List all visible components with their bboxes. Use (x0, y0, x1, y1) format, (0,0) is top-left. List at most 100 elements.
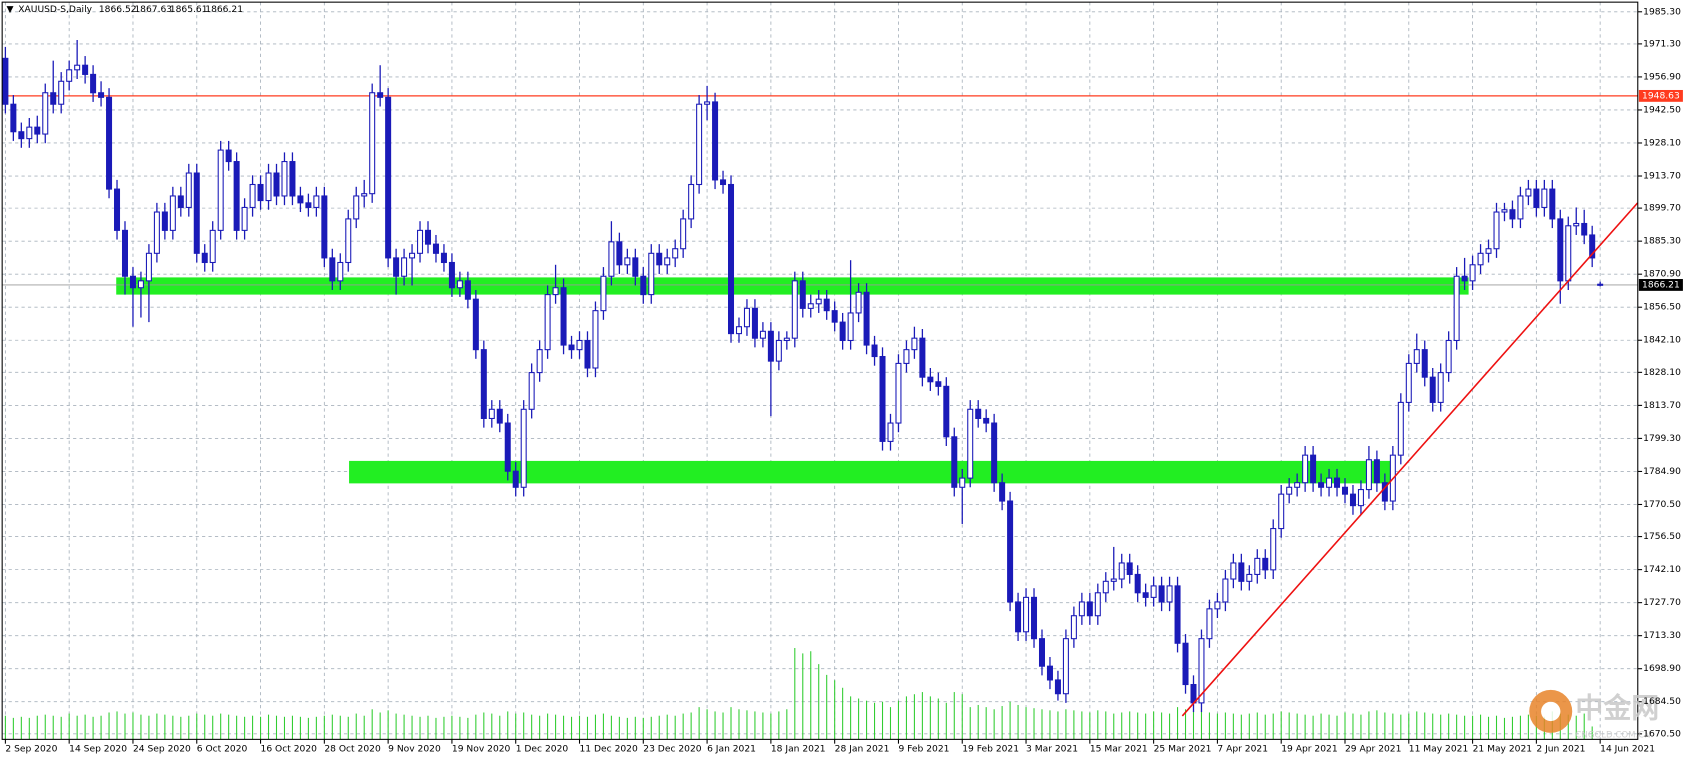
volume-bar (451, 715, 453, 740)
y-tick-label: 1698.90 (1643, 664, 1681, 674)
candle-body (1565, 225, 1572, 282)
candle-body (456, 280, 463, 289)
candle-body (26, 126, 33, 140)
volume-bar (602, 713, 604, 740)
volume-bar (1456, 714, 1458, 740)
candle-body (520, 408, 527, 488)
close-value: 1866.21 (205, 5, 243, 15)
y-tick-label: 1742.10 (1643, 565, 1681, 575)
candle-body (735, 326, 742, 335)
volume-bar (1256, 712, 1258, 740)
y-tick-label: 1956.90 (1643, 72, 1681, 82)
candle-body (257, 183, 264, 202)
volume-bar (1272, 713, 1274, 740)
volume-bar (1248, 713, 1250, 740)
volume-bar (443, 716, 445, 740)
candle-body (1445, 339, 1452, 374)
volume-bar (84, 714, 86, 740)
volume-bar (228, 714, 230, 740)
x-tick-label: 28 Jan 2021 (835, 745, 890, 755)
candle-body (472, 298, 479, 351)
volume-bar (1113, 713, 1115, 740)
volume-bar (722, 712, 724, 740)
x-tick-label: 16 Oct 2020 (261, 745, 318, 755)
volume-bar (1025, 707, 1027, 740)
candle-body (759, 330, 766, 339)
candle-body (648, 252, 655, 296)
volume-bar (1296, 713, 1298, 740)
candle-body (887, 422, 894, 442)
candle-body (991, 422, 998, 484)
volume-bar (363, 715, 365, 740)
volume-bar (1145, 713, 1147, 740)
candle-body (480, 349, 487, 420)
candle-body (656, 252, 663, 266)
volume-bar (1448, 713, 1450, 740)
volume-bar (331, 714, 333, 740)
volume-bar (961, 694, 963, 740)
candle-body (1150, 585, 1157, 598)
volume-bar (132, 712, 134, 740)
candle-body (664, 257, 671, 266)
y-tick-label: 1985.30 (1643, 7, 1681, 17)
candle-body (432, 243, 439, 254)
y-tick-label: 1971.30 (1643, 39, 1681, 49)
volume-bar (1081, 711, 1083, 740)
volume-bar (1527, 714, 1529, 740)
y-tick-label: 1684.50 (1643, 697, 1681, 707)
volume-bar (754, 711, 756, 740)
candle-body (361, 193, 368, 197)
candle-body (552, 287, 559, 296)
volume-bar (826, 674, 828, 740)
volume-bar (156, 713, 158, 740)
volume-bar (1161, 712, 1163, 740)
candle-body (775, 339, 782, 362)
y-tick-label: 1928.10 (1643, 138, 1681, 148)
volume-bar (76, 715, 78, 740)
candle-body (767, 330, 774, 362)
volume-bar (1192, 710, 1195, 740)
candle-body (1349, 493, 1356, 507)
volume-bar (148, 715, 150, 740)
candle-body (592, 310, 599, 369)
volume-bar (1440, 714, 1442, 740)
volume-bar (730, 707, 732, 740)
candle-body (704, 101, 711, 105)
volume-bar (1001, 706, 1003, 740)
resistance-tag (1638, 89, 1683, 102)
candle-body (1230, 562, 1237, 580)
candle-body (536, 349, 543, 374)
volume-bar (531, 714, 533, 740)
x-tick-label: 15 Mar 2021 (1090, 745, 1148, 755)
candle-body (1246, 573, 1253, 582)
volume-bar (1280, 711, 1282, 740)
y-tick-label: 1799.30 (1643, 434, 1681, 444)
candle-body (153, 211, 160, 254)
candle-body (640, 275, 647, 296)
volume-bar (1495, 715, 1498, 740)
volume-bar (985, 707, 987, 740)
volume-bar (1177, 707, 1179, 740)
volume-bar (1033, 708, 1035, 740)
candle-body (1206, 608, 1213, 640)
candle-body (169, 195, 176, 231)
volume-bar (68, 713, 70, 740)
volume-bar (1049, 710, 1051, 740)
candle-body (225, 149, 232, 163)
volume-bar (778, 711, 780, 740)
volume-bar (1097, 710, 1099, 740)
candle-body (1198, 638, 1205, 704)
volume-bar (1105, 711, 1107, 740)
candle-body (1373, 459, 1380, 484)
volume-bar (36, 715, 38, 740)
volume-bar (1169, 713, 1171, 740)
candle-body (815, 298, 822, 305)
candle-body (249, 183, 256, 208)
volume-bar (299, 716, 301, 740)
volume-bar (4, 715, 6, 740)
volume-bar (866, 700, 868, 740)
volume-bar (1089, 712, 1091, 740)
volume-bar (100, 715, 102, 740)
volume-bar (1153, 711, 1155, 740)
y-tick-label: 1670.50 (1643, 729, 1681, 739)
